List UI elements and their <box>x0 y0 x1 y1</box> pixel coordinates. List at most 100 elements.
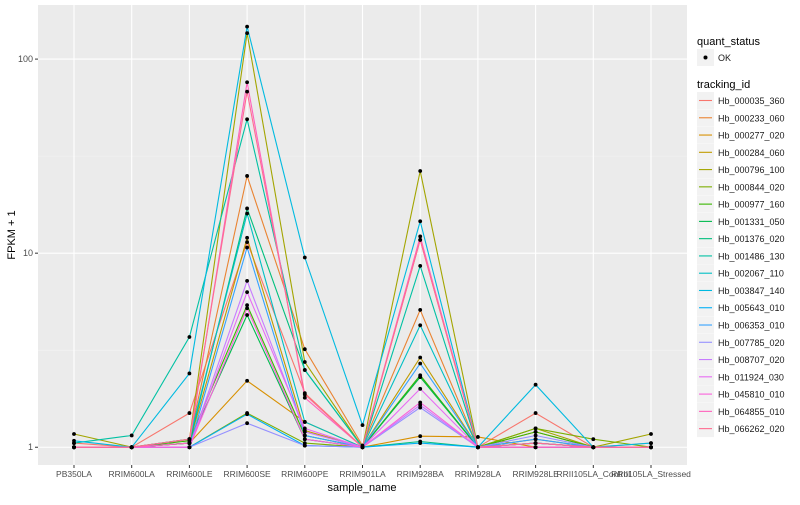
x-tick-label: RRIM600LE <box>166 469 213 479</box>
data-point <box>245 24 250 29</box>
data-point <box>245 235 250 240</box>
data-point <box>533 426 538 431</box>
legend-label: Hb_000284_060 <box>718 148 785 158</box>
x-tick-label: RRIM600SE <box>223 469 271 479</box>
data-point <box>418 434 423 439</box>
data-point <box>245 245 250 250</box>
data-point <box>245 80 250 85</box>
legend-label: Hb_002067_110 <box>718 269 784 279</box>
data-point <box>245 31 250 36</box>
data-point <box>302 420 307 424</box>
legend-label: Hb_006353_010 <box>718 321 785 331</box>
legend: quant_status OK tracking_id Hb_000035_36… <box>697 36 785 438</box>
data-point <box>418 386 423 391</box>
data-point <box>360 423 365 428</box>
data-point <box>245 306 250 311</box>
data-point <box>302 255 307 260</box>
data-point <box>649 445 653 450</box>
x-tick-label: RRIM928LA <box>455 469 502 479</box>
data-point <box>591 437 596 442</box>
data-point <box>533 437 538 442</box>
data-point <box>245 240 250 245</box>
data-point <box>129 445 134 450</box>
data-point <box>302 347 307 352</box>
data-point <box>245 378 250 383</box>
data-point <box>302 443 307 448</box>
legend-label: Hb_008707_020 <box>718 355 785 365</box>
data-point <box>302 392 307 397</box>
data-point <box>533 429 538 434</box>
data-point <box>418 238 423 242</box>
data-point <box>302 437 307 442</box>
data-point <box>187 335 192 339</box>
data-point <box>418 263 423 268</box>
legend-label: Hb_001486_130 <box>718 251 785 261</box>
legend-point-icon <box>703 55 708 60</box>
data-point <box>418 441 423 446</box>
legend-label: Hb_000977_160 <box>718 200 785 210</box>
data-point <box>418 169 423 173</box>
data-point <box>129 433 134 438</box>
legend-label: Hb_000844_020 <box>718 182 785 192</box>
data-point <box>245 278 250 283</box>
data-point <box>418 355 423 360</box>
y-axis-title: FPKM + 1 <box>6 210 18 259</box>
data-point <box>302 368 307 372</box>
y-tick-label: 1 <box>28 442 33 452</box>
data-point <box>187 437 192 442</box>
data-point <box>245 206 250 211</box>
legend-label: Hb_045810_010 <box>718 390 785 400</box>
data-point <box>418 361 423 366</box>
data-point <box>302 360 307 364</box>
data-point <box>476 435 480 439</box>
x-tick-label: RRIM901LA <box>339 469 386 479</box>
data-point <box>418 375 423 379</box>
data-point <box>187 445 192 450</box>
data-point <box>302 395 307 400</box>
data-point <box>476 445 480 450</box>
legend-label: Hb_011924_030 <box>718 372 784 382</box>
legend-label: Hb_001376_020 <box>718 234 785 244</box>
data-point <box>72 438 76 443</box>
x-tick-label: PB350LA <box>56 469 92 479</box>
x-tick-label: RRII105LA_Control <box>556 469 630 479</box>
data-point <box>418 219 423 224</box>
data-point <box>418 400 423 405</box>
data-point <box>302 429 307 434</box>
legend-label: Hb_066262_020 <box>718 424 785 434</box>
data-point <box>533 433 538 438</box>
legend-label: Hb_000233_060 <box>718 113 785 123</box>
data-point <box>245 303 250 308</box>
x-tick-label: RRIM600PE <box>281 469 329 479</box>
y-tick-label: 100 <box>18 54 33 64</box>
data-point <box>302 426 307 431</box>
legend-label: Hb_000035_360 <box>718 96 785 106</box>
x-tick-label: RRIM600LA <box>109 469 156 479</box>
x-tick-label: RRIM928BA <box>397 469 445 479</box>
data-point <box>533 441 538 446</box>
data-point <box>533 382 538 387</box>
legend-label: Hb_064855_010 <box>718 407 785 417</box>
data-point <box>418 234 423 239</box>
data-point <box>533 411 538 415</box>
data-point <box>72 445 76 450</box>
data-point <box>187 441 192 446</box>
data-point <box>72 432 76 436</box>
legend-label: Hb_000277_020 <box>718 131 785 141</box>
data-point <box>533 445 538 450</box>
legend-label: Hb_007785_020 <box>718 338 785 348</box>
data-point <box>245 174 250 178</box>
legend-title-tracking-id: tracking_id <box>697 79 750 91</box>
data-point <box>245 313 250 317</box>
y-tick-label: 10 <box>23 248 33 258</box>
data-point <box>649 441 653 446</box>
legend-label: Hb_003847_140 <box>718 286 785 296</box>
data-point <box>302 433 307 438</box>
legend-label-ok: OK <box>718 53 731 63</box>
x-axis-title: sample_name <box>327 482 396 494</box>
data-point <box>418 308 423 312</box>
data-point <box>245 412 250 417</box>
data-point <box>245 290 250 295</box>
data-point <box>187 371 192 376</box>
